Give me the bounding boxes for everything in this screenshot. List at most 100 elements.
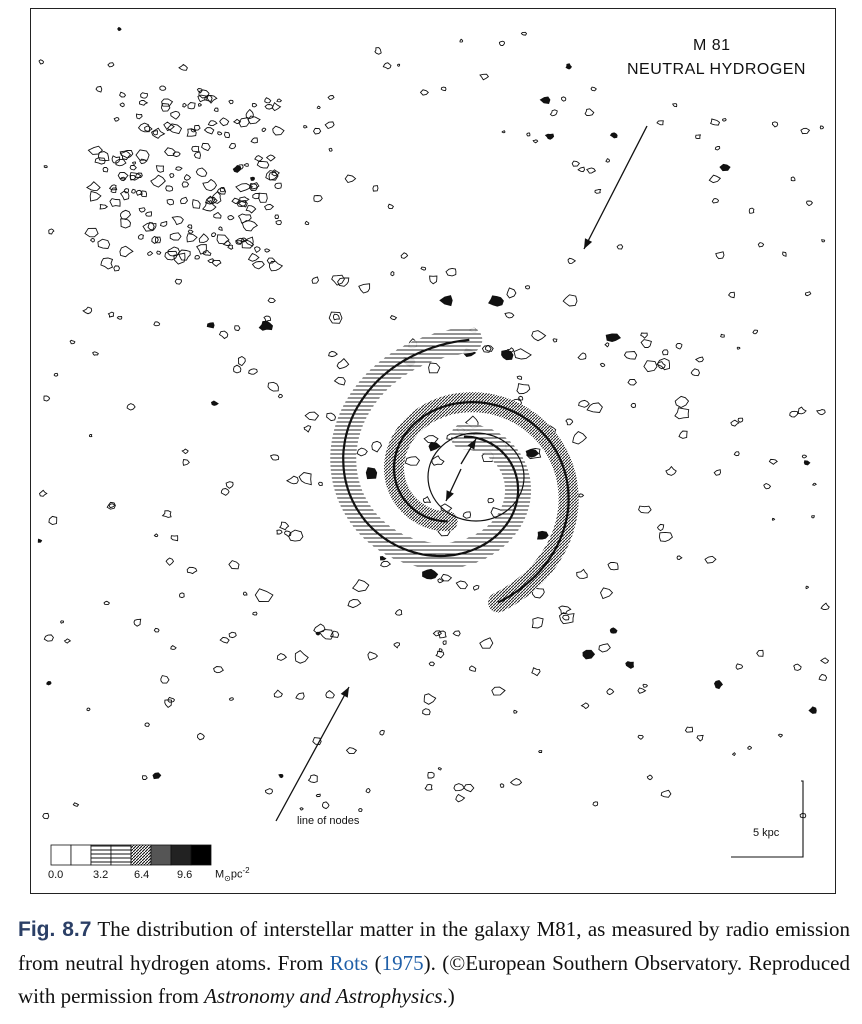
contour-blob — [312, 737, 322, 746]
contour-blob — [227, 215, 235, 221]
contour-blob — [212, 259, 222, 267]
contour-blob — [69, 339, 76, 345]
contour-blob — [110, 187, 117, 194]
legend-tick-1: 3.2 — [93, 869, 109, 881]
contour-blob — [247, 252, 260, 262]
legend-swatch — [90, 844, 112, 866]
contour-blob — [206, 322, 215, 329]
contour-blob — [356, 447, 368, 457]
contour-blob — [145, 211, 152, 217]
contour-blob — [213, 211, 222, 219]
contour-blob — [43, 634, 54, 642]
contour-blob — [250, 176, 255, 181]
contour-blob — [763, 482, 772, 490]
contour-blob — [372, 185, 379, 192]
line-of-nodes-label: line of nodes — [297, 815, 360, 827]
contour-blob — [137, 234, 144, 240]
contour-blob — [661, 349, 669, 356]
contour-blob — [139, 99, 149, 106]
contour-blob — [358, 283, 371, 294]
contour-blob — [166, 198, 174, 206]
contour-blob — [164, 699, 172, 708]
contour-blob — [134, 172, 143, 178]
citation-year-link[interactable]: 1975 — [381, 950, 424, 975]
contour-blob — [92, 351, 99, 356]
contour-blob — [82, 306, 93, 315]
contour-blob — [187, 229, 194, 234]
figure-number: Fig. 8.7 — [18, 918, 92, 941]
contour-blob — [235, 183, 254, 193]
contour-blob — [331, 274, 345, 286]
contour-blob — [539, 96, 551, 105]
contour-blob — [561, 96, 567, 102]
contour-blob — [311, 276, 319, 284]
contour-blob — [213, 666, 224, 674]
contour-blob — [347, 599, 362, 609]
contour-blob — [538, 750, 543, 753]
citation-author-link[interactable]: Rots — [329, 950, 369, 975]
contour-blob — [821, 239, 826, 243]
contour-blob — [272, 125, 285, 136]
contour-blob — [102, 167, 109, 173]
contour-blob — [264, 788, 273, 795]
contour-blob — [544, 133, 555, 140]
contour-blob — [658, 531, 673, 542]
contour-blob — [264, 203, 275, 211]
contour-blob — [605, 333, 622, 342]
contour-blob — [584, 108, 595, 116]
contour-blob — [294, 650, 309, 664]
contour-blob — [374, 47, 382, 55]
contour-blob — [804, 291, 812, 297]
contour-blob — [218, 226, 223, 231]
contour-blob — [278, 773, 284, 779]
contour-blob — [179, 196, 189, 205]
contour-blob — [254, 588, 274, 602]
contour-blob — [352, 579, 370, 592]
contour-blob — [315, 793, 321, 798]
contour-blob — [234, 325, 241, 332]
contour-blob — [379, 556, 387, 561]
density-legend-bar — [50, 844, 212, 866]
contour-blob — [431, 455, 445, 466]
contour-blob — [715, 251, 725, 260]
contour-blob — [422, 708, 431, 716]
contour-blob — [196, 244, 207, 255]
contour-blob — [558, 605, 572, 615]
contour-blob — [513, 348, 532, 360]
contour-blob — [423, 435, 439, 444]
scale-bar-line — [731, 780, 804, 858]
contour-blob — [324, 121, 335, 130]
contour-blob — [328, 350, 338, 358]
contour-blob — [722, 118, 727, 122]
contour-blob — [170, 645, 177, 650]
contour-blob — [131, 188, 136, 194]
contour-blob — [428, 362, 441, 374]
contour-blob — [307, 774, 318, 783]
contour-blob — [179, 592, 185, 599]
journal-name: Astronomy and Astrophysics — [204, 984, 443, 1008]
legend-swatch — [130, 844, 152, 866]
contour-blob — [440, 86, 447, 92]
contour-blob — [144, 125, 153, 132]
contour-blob — [424, 783, 433, 791]
contour-blob — [99, 203, 109, 210]
legend-swatch — [170, 844, 192, 866]
contour-blob — [227, 244, 234, 250]
contour-blob — [531, 667, 541, 677]
contour-blob — [107, 311, 115, 318]
contour-blob — [606, 687, 615, 696]
core-arrow-down-head — [446, 490, 454, 501]
figure-title-m81: M 81 — [693, 37, 731, 54]
contour-blob — [266, 257, 276, 264]
contour-blob — [800, 127, 811, 135]
contour-blob — [643, 360, 658, 373]
contour-blob — [445, 267, 457, 277]
contour-blob — [678, 430, 688, 439]
contour-blob — [675, 342, 683, 350]
contour-blob — [805, 585, 810, 590]
spiral-arm-line — [392, 400, 570, 604]
contour-blob — [90, 237, 95, 243]
contour-blob — [463, 783, 475, 793]
contour-blob — [271, 101, 282, 112]
contour-blob — [243, 163, 249, 167]
